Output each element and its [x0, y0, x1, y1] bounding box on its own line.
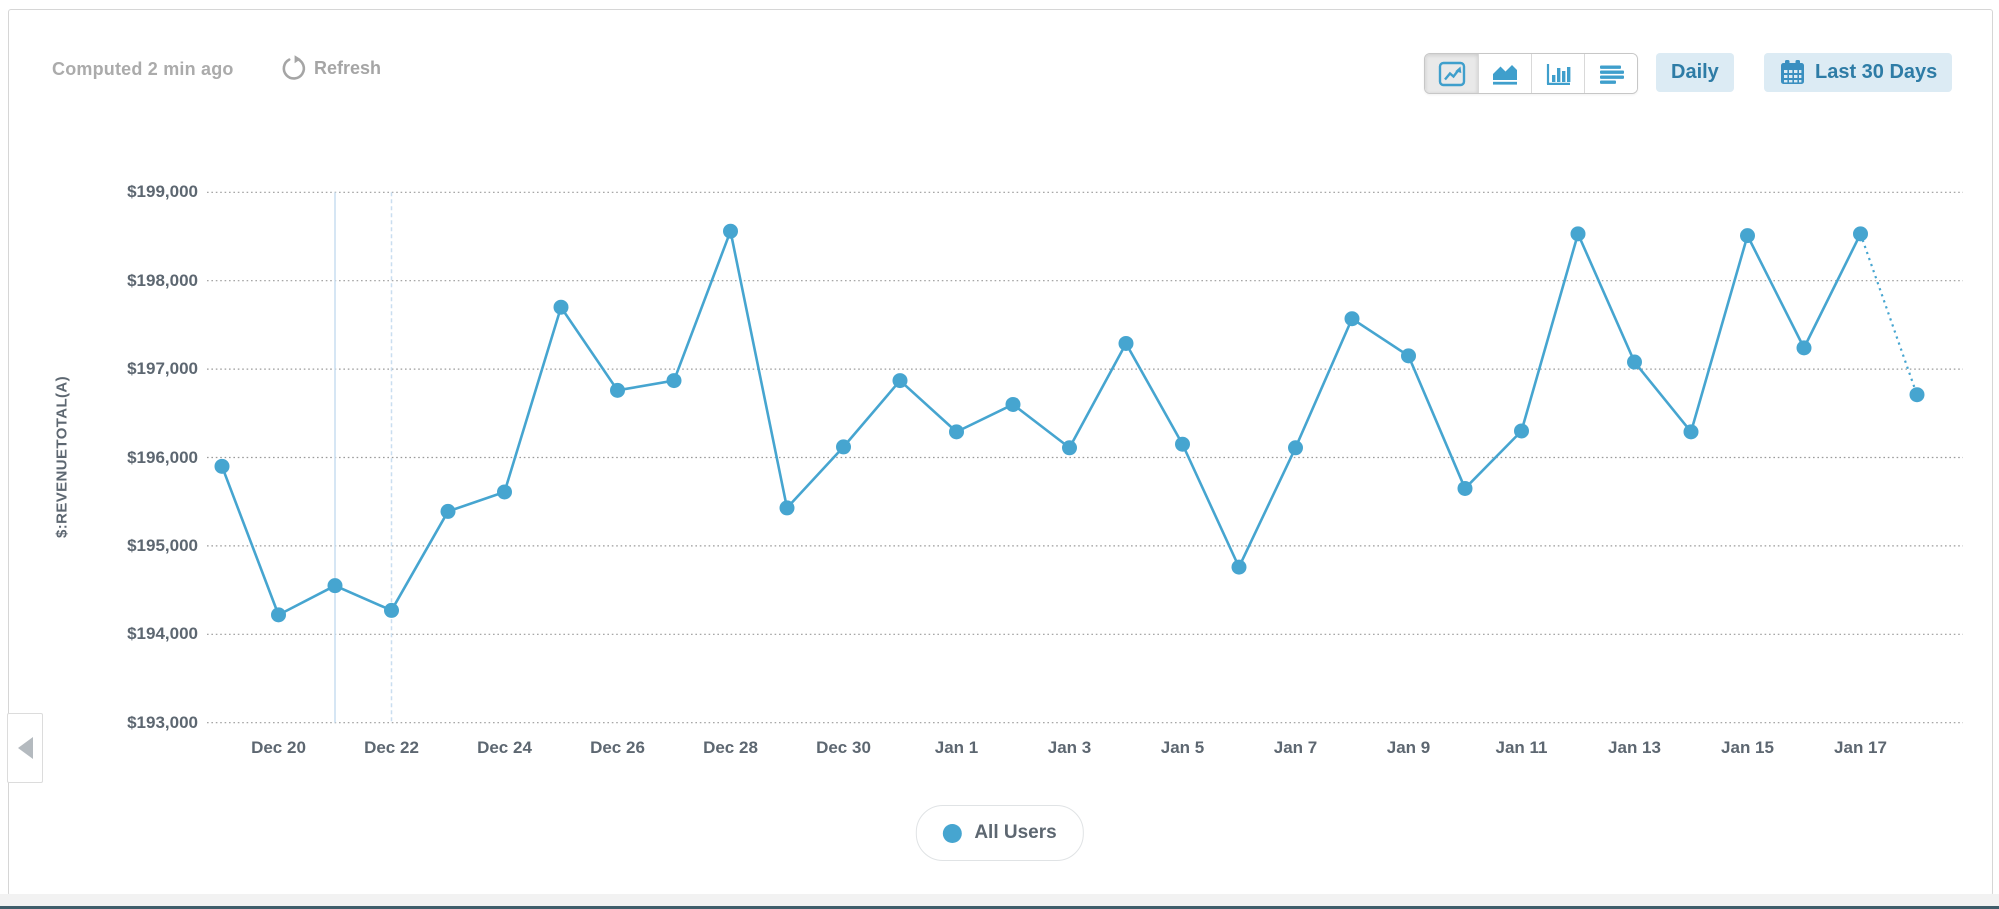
x-tick-label: Jan 9 [1386, 738, 1431, 757]
data-point[interactable] [949, 424, 964, 440]
data-point[interactable] [1796, 340, 1812, 356]
bottom-panel-edge [0, 906, 1999, 909]
date-range-label: Last 30 Days [1815, 61, 1938, 83]
data-point[interactable] [497, 484, 512, 500]
chart-type-toggle-group [1424, 53, 1638, 94]
x-tick-label: Jan 3 [1047, 738, 1092, 757]
data-point[interactable] [1853, 226, 1868, 242]
data-point[interactable] [1514, 423, 1529, 439]
data-point[interactable] [440, 503, 456, 519]
y-tick-label: $198,000 [127, 270, 198, 290]
x-tick-label: Jan 15 [1721, 738, 1774, 757]
data-point[interactable] [1344, 311, 1360, 327]
data-point[interactable] [836, 439, 851, 455]
legend-series-label: All Users [974, 822, 1057, 843]
data-point[interactable] [779, 500, 795, 516]
x-tick-label: Jan 11 [1495, 738, 1548, 757]
data-point[interactable] [1288, 440, 1303, 456]
x-tick-label: Jan 17 [1834, 738, 1887, 757]
collapse-panel-handle[interactable] [7, 713, 43, 783]
x-tick-label: Dec 24 [477, 738, 532, 757]
data-point[interactable] [666, 373, 682, 389]
data-point[interactable] [214, 458, 230, 474]
area-chart-view-button[interactable] [1478, 54, 1531, 93]
page-background-strip [0, 894, 1999, 906]
y-tick-label: $199,000 [127, 182, 198, 202]
y-tick-label: $193,000 [127, 712, 198, 732]
chart-card [8, 9, 1993, 896]
date-range-button[interactable]: Last 30 Days [1764, 53, 1953, 92]
line-chart-view-button[interactable] [1425, 54, 1478, 93]
data-point[interactable] [610, 382, 625, 398]
legend-item-all-users[interactable]: All Users [915, 805, 1084, 861]
x-tick-label: Jan 7 [1273, 738, 1318, 757]
y-tick-label: $197,000 [127, 359, 198, 379]
refresh-label: Refresh [314, 58, 382, 78]
granularity-button[interactable]: Daily [1656, 53, 1734, 92]
x-tick-label: Dec 20 [251, 738, 306, 757]
line-chart-icon [1438, 61, 1465, 86]
data-point[interactable] [1457, 480, 1473, 496]
data-point[interactable] [723, 223, 738, 239]
area-chart-icon [1493, 64, 1517, 85]
refresh-button[interactable]: Refresh [280, 55, 381, 82]
data-point[interactable] [384, 602, 399, 618]
data-point[interactable] [1401, 348, 1416, 364]
bar-chart-icon [1546, 63, 1571, 85]
data-point[interactable] [1231, 559, 1247, 575]
data-point[interactable] [1175, 436, 1190, 452]
calendar-icon [1781, 60, 1804, 84]
data-point[interactable] [1005, 396, 1021, 412]
legend-series-dot [942, 823, 962, 843]
x-tick-label: Dec 26 [590, 738, 645, 757]
bar-chart-view-button[interactable] [1531, 54, 1584, 93]
computed-timestamp: Computed 2 min ago [52, 59, 234, 79]
data-point[interactable] [553, 299, 569, 315]
data-point[interactable] [327, 578, 343, 594]
x-tick-label: Dec 22 [364, 738, 419, 757]
data-point[interactable] [1683, 424, 1699, 440]
data-point[interactable] [1062, 440, 1077, 456]
x-tick-label: Jan 1 [934, 738, 979, 757]
x-tick-label: Jan 5 [1160, 738, 1205, 757]
data-point[interactable] [1740, 228, 1755, 244]
data-point[interactable] [1118, 335, 1134, 351]
data-point[interactable] [1570, 226, 1586, 242]
table-rows-icon [1600, 65, 1624, 84]
y-tick-label: $195,000 [127, 535, 198, 555]
refresh-icon [282, 55, 306, 80]
data-point[interactable] [1627, 354, 1642, 370]
table-rows-view-button[interactable] [1584, 54, 1637, 93]
data-point[interactable] [892, 373, 908, 389]
chevron-left-icon [17, 737, 33, 759]
data-point[interactable] [1909, 387, 1925, 403]
data-point[interactable] [271, 607, 286, 623]
y-tick-label: $194,000 [127, 624, 198, 644]
series-line [220, 229, 1862, 617]
series-line-provisional [1859, 233, 1919, 396]
x-tick-label: Dec 30 [816, 738, 871, 757]
x-tick-label: Jan 13 [1608, 738, 1661, 757]
x-tick-label: Dec 28 [703, 738, 758, 757]
y-tick-label: $196,000 [127, 447, 198, 467]
